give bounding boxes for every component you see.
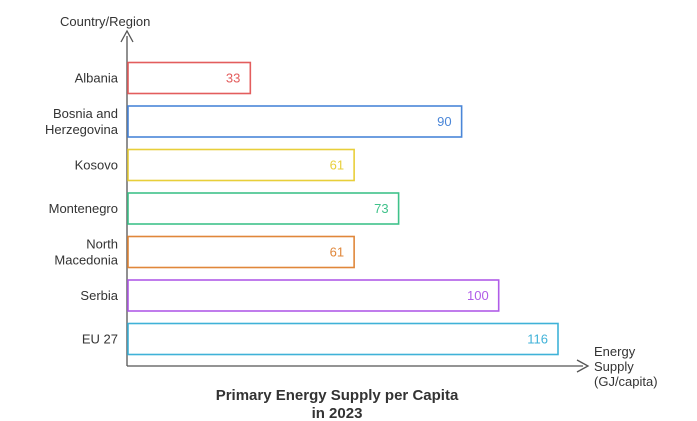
chart-axes — [120, 29, 590, 373]
value-label: 33 — [226, 71, 240, 86]
category-label: Serbia — [80, 288, 118, 303]
category-label: North Macedonia — [54, 237, 118, 268]
category-label: Kosovo — [75, 158, 118, 173]
value-label: 61 — [330, 158, 344, 173]
value-label: 90 — [437, 114, 451, 129]
x-axis-title: Energy Supply (GJ/capita) — [594, 344, 658, 389]
bar — [127, 105, 463, 138]
bar — [127, 322, 559, 356]
category-label: Bosnia and Herzegovina — [45, 106, 119, 137]
value-label: 61 — [330, 245, 344, 260]
x-axis-arrow-icon — [576, 359, 590, 373]
value-label: 100 — [467, 288, 489, 303]
bar — [127, 148, 355, 182]
value-labels: 33 90 61 73 61 100 116 — [226, 71, 548, 347]
bar — [127, 61, 252, 95]
y-axis-title: Country/Region — [60, 14, 150, 29]
chart-title-text: Primary Energy Supply per Capita in 2023 — [216, 387, 459, 421]
bar — [127, 279, 500, 312]
y-axis-arrow-icon — [120, 29, 134, 43]
chart-title: Primary Energy Supply per Capita in 2023 — [216, 387, 459, 421]
bar — [127, 235, 355, 269]
x-axis-title-text: Energy Supply (GJ/capita) — [594, 344, 658, 389]
category-label: EU 27 — [82, 332, 118, 347]
bar — [127, 192, 400, 225]
value-label: 73 — [374, 201, 388, 216]
category-labels: Albania Bosnia and Herzegovina Kosovo Monten… — [45, 71, 119, 347]
category-label: Montenegro — [49, 201, 118, 216]
value-label: 116 — [527, 332, 548, 347]
bars-group — [127, 61, 559, 356]
category-label: Albania — [75, 71, 119, 86]
